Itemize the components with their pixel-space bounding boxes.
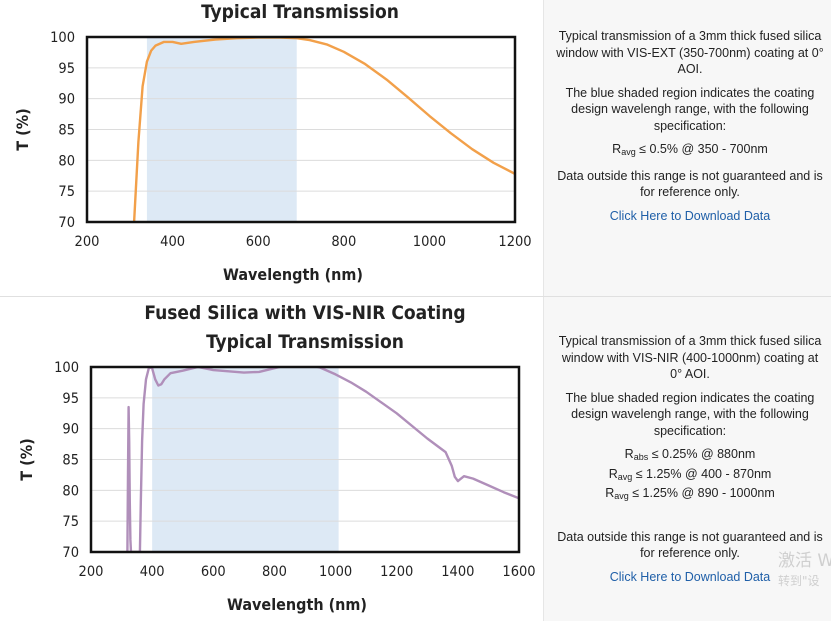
y-axis-title: T (%) xyxy=(17,438,36,480)
description-text: Typical transmission of a 3mm thick fuse… xyxy=(558,334,822,381)
y-tick-label: 90 xyxy=(58,92,75,108)
y-tick-label: 70 xyxy=(62,545,79,561)
x-tick-label: 600 xyxy=(201,564,226,580)
x-tick-label: 600 xyxy=(246,234,271,250)
x-tick-label: 1400 xyxy=(441,564,474,580)
x-tick-label: 1200 xyxy=(380,564,413,580)
y-axis-title: T (%) xyxy=(13,108,32,150)
description-block-2: Typical transmission of a 3mm thick fuse… xyxy=(556,333,824,592)
description-text: Typical transmission of a 3mm thick fuse… xyxy=(556,29,824,76)
y-tick-label: 80 xyxy=(58,153,75,169)
y-tick-label: 85 xyxy=(58,123,75,139)
y-tick-label: 95 xyxy=(58,61,75,77)
description-cell-2: Typical transmission of a 3mm thick fuse… xyxy=(544,297,831,621)
disclaimer-text: Data outside this range is not guarantee… xyxy=(557,168,823,200)
y-tick-label: 100 xyxy=(54,360,79,376)
plot-frame xyxy=(89,365,521,554)
y-tick-label: 75 xyxy=(58,184,75,200)
x-tick-label: 800 xyxy=(262,564,287,580)
download-data-link-wrap: Click Here to Download Data xyxy=(556,569,824,586)
chart-cell-1: 70 75 80 85 90 95 100 200 400 600 800 1000 1200 Wavel… xyxy=(0,0,544,296)
spec-line: Rabs ≤ 0.25% @ 880nm xyxy=(624,447,756,462)
y-tick-label: 85 xyxy=(62,453,79,469)
description-cell-1: Typical transmission of a 3mm thick fuse… xyxy=(544,0,831,296)
y-tick-label: 80 xyxy=(62,483,79,499)
chart-panel-1: 70 75 80 85 90 95 100 200 400 600 800 1000 1200 Wavel… xyxy=(0,0,831,297)
spec-line: Ravg ≤ 1.25% @ 890 - 1000nm xyxy=(605,486,775,501)
download-data-link[interactable]: Click Here to Download Data xyxy=(609,569,771,584)
x-tick-label: 400 xyxy=(140,564,165,580)
plot-frame xyxy=(85,35,517,224)
y-tick-label: 75 xyxy=(62,514,79,530)
chart-title-line: Typical Transmission xyxy=(206,331,404,353)
y-tick-label: 95 xyxy=(62,391,79,407)
spec-line: Ravg ≤ 1.25% @ 400 - 870nm xyxy=(608,466,772,482)
download-data-link[interactable]: Click Here to Download Data xyxy=(609,208,771,223)
x-axis-title: Wavelength (nm) xyxy=(223,265,363,284)
description-block-1: Typical transmission of a 3mm thick fuse… xyxy=(556,28,824,231)
transmission-series-line xyxy=(126,367,519,552)
transmission-chart-vis-nir: 70 75 80 85 90 95 100 200 400 600 800 1000 1200 1400 1… xyxy=(17,302,536,614)
x-axis-title: Wavelength (nm) xyxy=(227,595,367,614)
transmission-chart-vis-ext: 70 75 80 85 90 95 100 200 400 600 800 1000 1200 Wavel… xyxy=(13,1,532,284)
y-tick-label: 90 xyxy=(62,422,79,438)
os-activation-watermark: 激活 W xyxy=(778,551,831,571)
chart-panel-2: 70 75 80 85 90 95 100 200 400 600 800 1000 1200 1400 1… xyxy=(0,297,831,621)
x-tick-label: 200 xyxy=(75,234,100,250)
x-tick-label: 1600 xyxy=(502,564,535,580)
spec-line: Ravg ≤ 0.5% @ 350 - 700nm xyxy=(612,142,768,157)
y-tick-label: 100 xyxy=(50,30,75,46)
chart-cell-2: 70 75 80 85 90 95 100 200 400 600 800 1000 1200 1400 1… xyxy=(0,297,544,621)
y-tick-label: 70 xyxy=(58,215,75,231)
x-tick-label: 1000 xyxy=(319,564,352,580)
x-tick-label: 800 xyxy=(331,234,356,250)
os-activation-watermark-sub: 转到"设 xyxy=(778,574,820,588)
disclaimer-text: Data outside this range is not guarantee… xyxy=(557,529,823,561)
download-data-link-wrap: Click Here to Download Data xyxy=(556,208,824,225)
x-tick-label: 200 xyxy=(79,564,104,580)
shaded-region-note: The blue shaded region indicates the coa… xyxy=(565,390,815,438)
x-tick-label: 1200 xyxy=(498,234,531,250)
chart-title-line: Typical Transmission xyxy=(201,1,399,23)
chart-title-line: Fused Silica with VIS-NIR Coating xyxy=(144,302,465,324)
x-tick-label: 400 xyxy=(160,234,185,250)
x-tick-label: 1000 xyxy=(413,234,446,250)
shaded-region-note: The blue shaded region indicates the coa… xyxy=(565,85,815,133)
